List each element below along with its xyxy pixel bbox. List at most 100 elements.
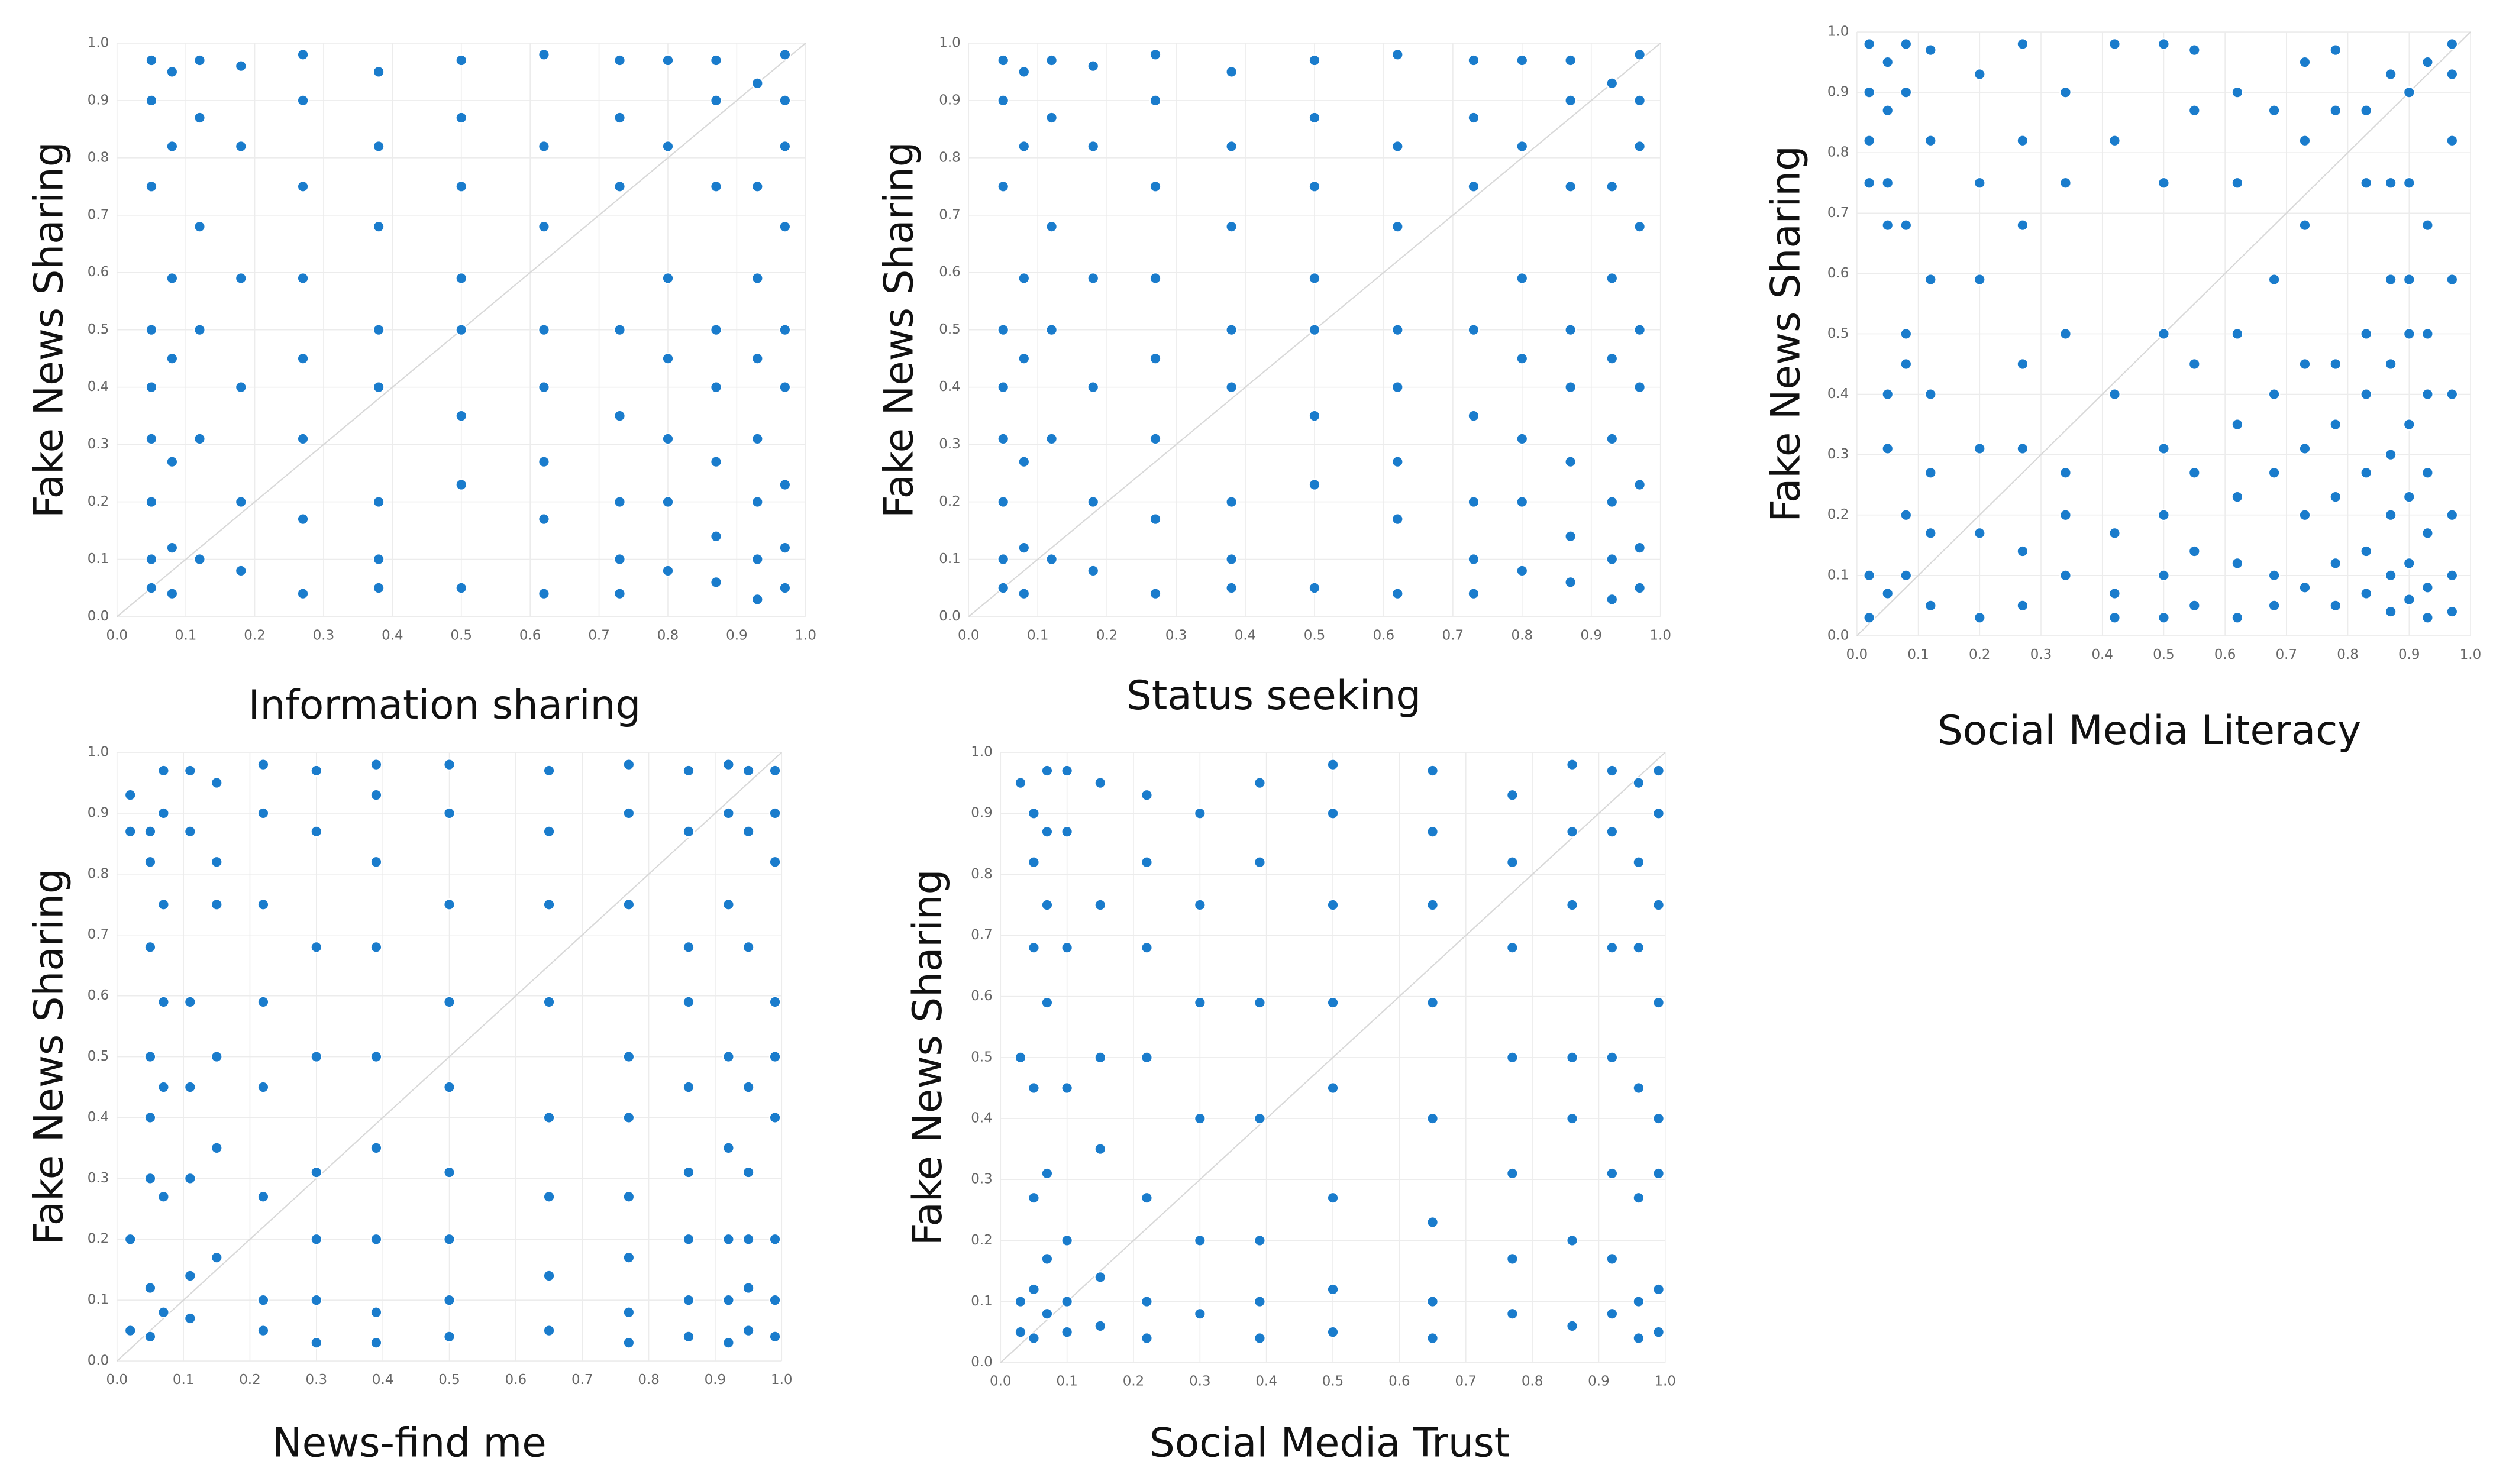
point bbox=[1606, 1051, 1619, 1064]
point bbox=[2158, 569, 2170, 582]
point bbox=[779, 381, 792, 393]
y-tick-label: 0.5 bbox=[1827, 326, 1849, 341]
point bbox=[1516, 54, 1529, 67]
point bbox=[768, 807, 781, 820]
x-tick-label: 0.2 bbox=[1123, 1374, 1144, 1389]
point bbox=[2016, 134, 2029, 147]
point bbox=[1094, 1051, 1107, 1064]
point bbox=[370, 1306, 383, 1318]
point bbox=[768, 1330, 781, 1343]
point bbox=[997, 180, 1010, 193]
point bbox=[1094, 1143, 1107, 1155]
point bbox=[1652, 1112, 1665, 1125]
point bbox=[1426, 1295, 1439, 1308]
point bbox=[370, 758, 383, 771]
point bbox=[1391, 381, 1404, 393]
point bbox=[1326, 807, 1339, 820]
point bbox=[157, 1081, 170, 1094]
point bbox=[1566, 1051, 1578, 1064]
point bbox=[2360, 545, 2372, 558]
x-tick-label: 0.1 bbox=[173, 1372, 194, 1388]
point bbox=[1633, 381, 1646, 393]
point bbox=[2384, 68, 2397, 80]
point bbox=[1094, 1271, 1107, 1283]
point bbox=[2329, 490, 2342, 503]
point bbox=[1900, 358, 1913, 370]
y-tick-label: 0.1 bbox=[1827, 567, 1849, 583]
point bbox=[1974, 68, 1986, 80]
point bbox=[1606, 272, 1619, 284]
point bbox=[1028, 1082, 1040, 1094]
y-tick-label: 0.8 bbox=[1827, 145, 1849, 160]
x-tick-label: 0.9 bbox=[726, 628, 747, 643]
point bbox=[779, 220, 792, 233]
point bbox=[2298, 358, 2311, 370]
point bbox=[1564, 324, 1577, 336]
point bbox=[1045, 324, 1058, 336]
point bbox=[2384, 569, 2397, 582]
point bbox=[372, 220, 385, 233]
point bbox=[542, 764, 556, 777]
point bbox=[455, 478, 468, 491]
point bbox=[257, 1324, 270, 1337]
point bbox=[682, 1081, 695, 1094]
point bbox=[542, 1324, 556, 1337]
x-tick-label: 0.0 bbox=[1846, 647, 1868, 662]
x-tick-label: 0.5 bbox=[1322, 1374, 1344, 1389]
y-tick-label: 0.8 bbox=[88, 866, 109, 881]
point bbox=[372, 553, 385, 565]
point bbox=[296, 180, 309, 193]
point bbox=[2329, 104, 2342, 117]
y-axis-title: Fake News Sharing bbox=[904, 869, 951, 1246]
point bbox=[2158, 176, 2170, 189]
point bbox=[211, 1050, 223, 1063]
point bbox=[613, 324, 626, 336]
point bbox=[682, 995, 695, 1008]
point bbox=[1863, 38, 1875, 50]
point bbox=[257, 1190, 270, 1203]
point bbox=[310, 1050, 323, 1063]
point bbox=[2059, 466, 2072, 479]
point bbox=[1426, 1112, 1439, 1125]
point bbox=[1606, 1167, 1619, 1180]
point bbox=[166, 587, 179, 600]
point bbox=[538, 587, 550, 600]
y-tick-label: 1.0 bbox=[88, 745, 109, 760]
point bbox=[1149, 513, 1162, 525]
point bbox=[443, 995, 456, 1008]
x-tick-label: 1.0 bbox=[2460, 647, 2481, 662]
point bbox=[1194, 898, 1206, 911]
point bbox=[124, 1324, 137, 1337]
y-tick-label: 0.4 bbox=[88, 1110, 109, 1125]
point bbox=[1094, 1320, 1107, 1333]
point bbox=[1014, 777, 1027, 789]
point bbox=[1632, 941, 1645, 954]
point bbox=[1141, 1191, 1153, 1204]
point bbox=[1061, 1295, 1073, 1308]
point bbox=[1308, 54, 1321, 67]
point bbox=[1061, 1082, 1073, 1094]
point bbox=[157, 807, 170, 820]
point bbox=[1141, 941, 1153, 954]
point bbox=[1633, 220, 1646, 233]
point bbox=[2016, 545, 2029, 558]
point bbox=[2446, 38, 2459, 50]
y-tick-label: 0.9 bbox=[971, 806, 992, 821]
x-tick-label: 0.2 bbox=[239, 1372, 260, 1388]
point bbox=[722, 1050, 735, 1063]
point bbox=[2188, 466, 2201, 479]
point bbox=[2059, 328, 2072, 340]
point bbox=[1141, 1051, 1153, 1064]
point bbox=[542, 1111, 556, 1124]
point bbox=[622, 1111, 635, 1124]
y-tick-label: 1.0 bbox=[971, 745, 992, 760]
point bbox=[2231, 612, 2244, 624]
point bbox=[1564, 180, 1577, 193]
point bbox=[1326, 898, 1339, 911]
point bbox=[2268, 599, 2281, 612]
point bbox=[661, 140, 674, 153]
point bbox=[145, 324, 158, 336]
y-tick-label: 0.3 bbox=[1827, 447, 1849, 462]
point bbox=[2360, 328, 2372, 340]
point bbox=[1881, 388, 1894, 400]
